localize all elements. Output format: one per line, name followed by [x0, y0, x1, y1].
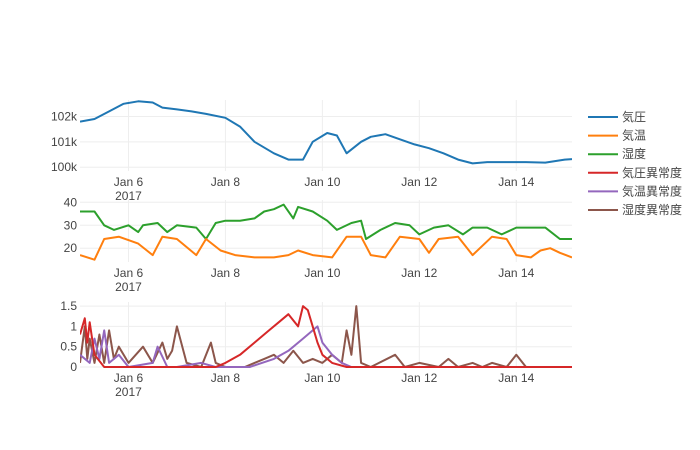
series-group — [80, 100, 572, 165]
y-tick-label: 102k — [51, 109, 78, 123]
x-tick-label: Jan 10 — [304, 175, 340, 189]
legend-item: 気温 — [588, 128, 646, 143]
x-tick-label: Jan 12 — [401, 371, 437, 385]
series-line-気圧異常度 — [80, 305, 572, 368]
y-tick-label: 1 — [70, 319, 77, 333]
x-tick-label: Jan 6 — [114, 371, 144, 385]
x-tick-label: Jan 12 — [401, 266, 437, 280]
x-year-label: 2017 — [115, 385, 142, 399]
legend-item: 気温異常度 — [588, 183, 682, 198]
y-tick-label: 1.5 — [60, 299, 77, 313]
series-line-湿度 — [80, 203, 572, 240]
x-tick-label: Jan 8 — [211, 371, 241, 385]
y-tick-label: 30 — [64, 218, 78, 232]
x-year-label: 2017 — [115, 280, 142, 294]
x-tick-label: Jan 14 — [498, 371, 534, 385]
series-group — [80, 305, 572, 368]
legend-label: 気圧 — [622, 109, 646, 124]
series-line-気温 — [80, 235, 572, 261]
legend-label: 気圧異常度 — [622, 165, 682, 180]
subplot-1: Jan 6 Jan 8 Jan 10 Jan 12 Jan 14 2017 100k 101k… — [51, 100, 572, 203]
y-tick-label: 40 — [64, 195, 78, 209]
y-tick-label: 100k — [51, 160, 78, 174]
x-tick-label: Jan 6 — [114, 266, 144, 280]
series-line-気圧 — [80, 100, 572, 165]
x-year-label: 2017 — [115, 189, 142, 203]
y-tick-label: 0 — [70, 360, 77, 374]
x-tick-label: Jan 10 — [304, 371, 340, 385]
x-tick-label: Jan 14 — [498, 175, 534, 189]
x-tick-label: Jan 10 — [304, 266, 340, 280]
legend-label: 湿度 — [622, 146, 646, 161]
y-tick-label: 101k — [51, 135, 78, 149]
legend-label: 気温異常度 — [622, 183, 682, 198]
x-tick-label: Jan 8 — [211, 175, 241, 189]
series-group — [80, 203, 572, 261]
y-tick-label: 20 — [64, 241, 78, 255]
x-tick-label: Jan 14 — [498, 266, 534, 280]
legend-item: 湿度 — [588, 146, 646, 161]
legend-item: 湿度異常度 — [588, 202, 682, 217]
x-tick-label: Jan 8 — [211, 266, 241, 280]
legend-label: 気温 — [622, 128, 646, 143]
subplot-3: Jan 6 Jan 8 Jan 10 Jan 12 Jan 14 2017 0 0.5 1 1.5 — [60, 299, 572, 399]
legend-item: 気圧 — [588, 109, 646, 124]
legend-label: 湿度異常度 — [622, 202, 682, 217]
y-tick-label: 0.5 — [60, 340, 77, 354]
x-tick-label: Jan 6 — [114, 175, 144, 189]
subplot-2: Jan 6 Jan 8 Jan 10 Jan 12 Jan 14 2017 20 30 40 — [64, 195, 572, 294]
series-line-湿度異常度 — [80, 305, 572, 368]
x-tick-label: Jan 12 — [401, 175, 437, 189]
legend-item: 気圧異常度 — [588, 165, 682, 180]
